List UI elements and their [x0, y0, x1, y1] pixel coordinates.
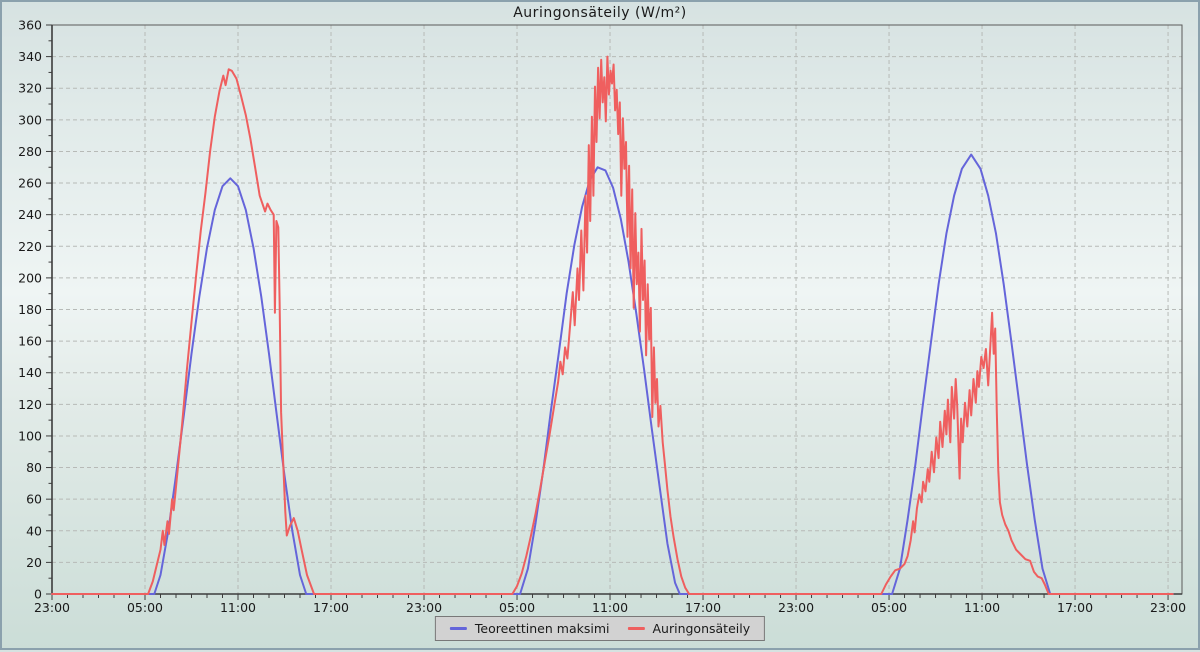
y-tick-label: 340 — [18, 49, 42, 64]
y-tick-label: 360 — [18, 18, 42, 33]
y-tick-label: 140 — [18, 365, 42, 380]
y-tick-label: 240 — [18, 207, 42, 222]
legend-label: Teoreettinen maksimi — [474, 621, 610, 636]
x-tick-label: 05:00 — [499, 600, 535, 615]
x-tick-label: 17:00 — [313, 600, 349, 615]
x-tick-label: 23:00 — [34, 600, 70, 615]
y-tick-label: 0 — [34, 587, 42, 602]
y-tick-label: 280 — [18, 144, 42, 159]
y-tick-label: 80 — [26, 460, 42, 475]
y-tick-label: 100 — [18, 428, 42, 443]
legend-item-teoreettinen-maksimi: Teoreettinen maksimi — [449, 621, 610, 636]
x-tick-label: 05:00 — [127, 600, 163, 615]
y-tick-label: 320 — [18, 81, 42, 96]
x-tick-label: 23:00 — [778, 600, 814, 615]
y-tick-label: 180 — [18, 302, 42, 317]
chart-title: Auringonsäteily (W/m²) — [513, 5, 687, 21]
x-tick-label: 11:00 — [220, 600, 256, 615]
y-tick-label: 60 — [26, 492, 42, 507]
legend: Teoreettinen maksimi Auringonsäteily — [434, 616, 766, 641]
legend-label: Auringonsäteily — [652, 621, 751, 636]
y-tick-label: 300 — [18, 112, 42, 127]
y-tick-label: 260 — [18, 176, 42, 191]
y-tick-label: 200 — [18, 270, 42, 285]
series-line-auringons-teily — [51, 55, 1174, 595]
legend-item-auringonsateily: Auringonsäteily — [627, 621, 750, 636]
x-tick-label: 23:00 — [406, 600, 442, 615]
y-tick-label: 120 — [18, 397, 42, 412]
x-tick-label: 23:00 — [1150, 600, 1186, 615]
x-tick-label: 11:00 — [592, 600, 628, 615]
y-tick-label: 160 — [18, 334, 42, 349]
series-line-teoreettinen-maksimi — [51, 153, 1174, 595]
x-tick-label: 05:00 — [871, 600, 907, 615]
x-tick-label: 11:00 — [964, 600, 1000, 615]
x-tick-label: 17:00 — [685, 600, 721, 615]
y-tick-label: 220 — [18, 239, 42, 254]
x-tick-label: 17:00 — [1057, 600, 1093, 615]
legend-swatch-blue — [449, 627, 467, 630]
y-tick-label: 20 — [26, 555, 42, 570]
legend-swatch-red — [627, 627, 645, 630]
y-tick-label: 40 — [26, 523, 42, 538]
